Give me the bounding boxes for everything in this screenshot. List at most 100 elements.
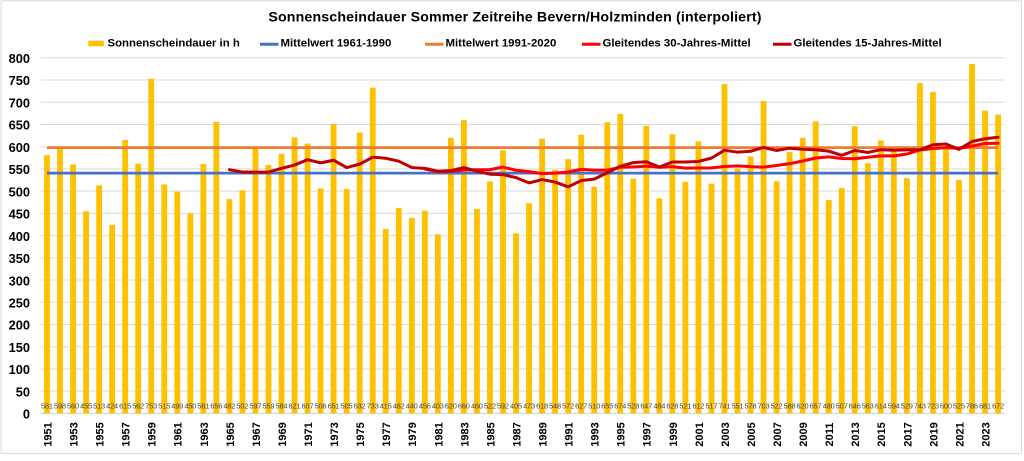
svg-text:2021: 2021: [954, 422, 966, 446]
svg-text:681: 681: [979, 402, 991, 411]
svg-text:620: 620: [445, 402, 457, 411]
svg-text:651: 651: [328, 402, 340, 411]
svg-text:597: 597: [249, 402, 261, 411]
svg-text:646: 646: [849, 402, 861, 411]
svg-text:Sonnenscheindauer Sommer Zeitr: Sonnenscheindauer Sommer Zeitreihe Bever…: [268, 10, 761, 26]
svg-text:350: 350: [9, 251, 30, 266]
svg-text:2019: 2019: [928, 422, 940, 446]
svg-text:1991: 1991: [564, 422, 576, 446]
svg-text:650: 650: [9, 118, 30, 133]
svg-text:750: 750: [9, 73, 30, 88]
svg-text:1973: 1973: [329, 422, 341, 446]
svg-text:Gleitendes 15-Jahres-Mittel: Gleitendes 15-Jahres-Mittel: [794, 38, 942, 50]
svg-text:1957: 1957: [121, 422, 133, 446]
svg-text:598: 598: [54, 402, 66, 411]
svg-text:1959: 1959: [147, 422, 159, 446]
svg-text:1977: 1977: [381, 422, 393, 446]
svg-text:528: 528: [627, 402, 639, 411]
svg-text:578: 578: [745, 402, 757, 411]
svg-text:672: 672: [992, 402, 1004, 411]
svg-text:618: 618: [536, 402, 548, 411]
svg-text:2007: 2007: [772, 422, 784, 446]
svg-text:Gleitendes 30-Jahres-Mittel: Gleitendes 30-Jahres-Mittel: [603, 38, 751, 50]
svg-text:2001: 2001: [694, 422, 706, 446]
svg-text:1997: 1997: [642, 422, 654, 446]
svg-text:507: 507: [836, 402, 848, 411]
svg-text:1983: 1983: [459, 422, 471, 446]
svg-text:1969: 1969: [277, 422, 289, 446]
svg-text:559: 559: [262, 402, 274, 411]
svg-text:620: 620: [797, 402, 809, 411]
svg-text:600: 600: [940, 402, 952, 411]
svg-text:1981: 1981: [433, 422, 445, 446]
svg-text:560: 560: [67, 402, 79, 411]
svg-text:621: 621: [289, 402, 301, 411]
svg-text:1975: 1975: [355, 422, 367, 446]
svg-text:592: 592: [497, 402, 509, 411]
svg-text:Mittelwert 1991-2020: Mittelwert 1991-2020: [446, 38, 557, 50]
svg-text:1993: 1993: [590, 422, 602, 446]
svg-text:525: 525: [953, 402, 965, 411]
svg-text:1987: 1987: [511, 422, 523, 446]
svg-text:0: 0: [23, 407, 30, 422]
svg-text:627: 627: [575, 402, 587, 411]
svg-text:405: 405: [510, 402, 522, 411]
svg-text:548: 548: [549, 402, 561, 411]
svg-text:456: 456: [419, 402, 431, 411]
svg-text:550: 550: [9, 162, 30, 177]
svg-text:1951: 1951: [42, 422, 54, 446]
svg-text:482: 482: [223, 402, 235, 411]
svg-text:515: 515: [158, 402, 170, 411]
svg-text:563: 563: [862, 402, 874, 411]
svg-text:743: 743: [914, 402, 926, 411]
svg-text:473: 473: [523, 402, 535, 411]
svg-text:656: 656: [210, 402, 222, 411]
svg-text:561: 561: [197, 402, 209, 411]
svg-text:551: 551: [732, 402, 744, 411]
svg-text:2015: 2015: [876, 422, 888, 446]
svg-text:655: 655: [601, 402, 613, 411]
svg-text:1953: 1953: [68, 422, 80, 446]
svg-text:500: 500: [9, 184, 30, 199]
svg-text:607: 607: [302, 402, 314, 411]
svg-text:741: 741: [719, 402, 731, 411]
svg-text:450: 450: [184, 402, 196, 411]
svg-text:1955: 1955: [95, 422, 107, 446]
svg-text:588: 588: [784, 402, 796, 411]
svg-text:480: 480: [823, 402, 835, 411]
svg-text:2011: 2011: [824, 423, 836, 447]
svg-text:50: 50: [16, 384, 30, 399]
svg-text:2003: 2003: [720, 422, 732, 446]
svg-text:100: 100: [9, 362, 30, 377]
svg-text:584: 584: [276, 402, 288, 411]
svg-text:647: 647: [640, 402, 652, 411]
svg-text:517: 517: [705, 402, 717, 411]
svg-text:505: 505: [341, 402, 353, 411]
svg-text:521: 521: [679, 402, 691, 411]
svg-text:1967: 1967: [251, 422, 263, 446]
svg-text:2017: 2017: [902, 422, 914, 446]
svg-text:1963: 1963: [199, 422, 211, 446]
svg-text:2005: 2005: [746, 422, 758, 446]
svg-text:753: 753: [145, 402, 157, 411]
svg-text:600: 600: [9, 140, 30, 155]
svg-text:733: 733: [367, 402, 379, 411]
svg-text:Mittelwert 1961-1990: Mittelwert 1961-1990: [281, 38, 392, 50]
svg-text:462: 462: [393, 402, 405, 411]
svg-text:581: 581: [41, 402, 53, 411]
svg-text:1989: 1989: [537, 422, 549, 446]
svg-text:1965: 1965: [225, 422, 237, 446]
svg-text:2013: 2013: [850, 422, 862, 446]
svg-text:674: 674: [614, 402, 626, 411]
svg-text:450: 450: [9, 207, 30, 222]
svg-text:612: 612: [692, 402, 704, 411]
svg-text:562: 562: [132, 402, 144, 411]
svg-text:614: 614: [875, 402, 887, 411]
svg-text:594: 594: [888, 402, 900, 411]
svg-text:460: 460: [471, 402, 483, 411]
svg-text:484: 484: [653, 402, 665, 411]
svg-text:Sonnenscheindauer in h: Sonnenscheindauer in h: [108, 38, 240, 50]
svg-text:800: 800: [9, 51, 30, 66]
svg-text:1995: 1995: [616, 422, 628, 446]
svg-text:440: 440: [406, 402, 418, 411]
